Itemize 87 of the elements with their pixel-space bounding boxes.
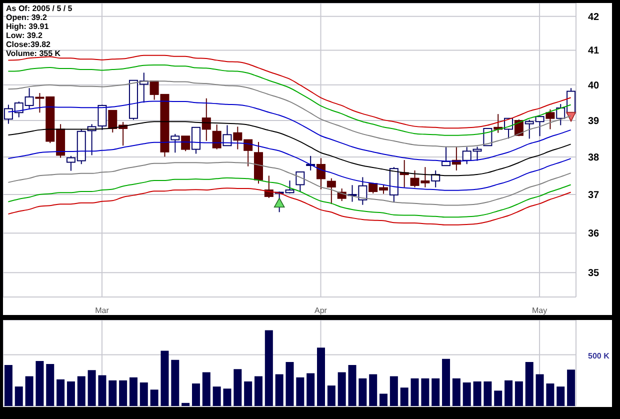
bar (182, 402, 190, 406)
bar (88, 370, 96, 406)
bar (77, 376, 86, 406)
x-tick-label: Mar (95, 306, 110, 315)
bar (192, 383, 200, 406)
bar (244, 381, 252, 406)
bar (254, 376, 262, 406)
bar (369, 374, 378, 406)
bar (484, 381, 492, 406)
candlestick (222, 124, 232, 146)
candlestick (442, 146, 451, 166)
bar (264, 330, 273, 406)
y-tick-label: 36 (588, 228, 600, 240)
bar (234, 369, 242, 406)
bar (140, 382, 148, 406)
bar (556, 386, 565, 406)
bar (348, 365, 356, 406)
bar (390, 376, 398, 406)
candlestick (326, 178, 336, 205)
x-tick-label: May (532, 306, 548, 315)
bar (4, 365, 12, 406)
bar (536, 374, 544, 406)
bar (421, 378, 430, 406)
bar (171, 360, 180, 406)
bar (296, 377, 304, 406)
bar (306, 373, 315, 406)
bar (567, 370, 576, 406)
bar (442, 358, 450, 406)
annotation: Close:39.82 (6, 40, 52, 49)
line-series (8, 188, 572, 226)
annotation: High: 39.91 (6, 22, 50, 31)
candlestick (316, 158, 326, 190)
y-tick-label: 35 (588, 268, 600, 280)
candlestick (202, 98, 211, 142)
bar (275, 374, 284, 406)
bar (46, 364, 54, 406)
bar (66, 381, 75, 406)
candlestick (212, 124, 222, 150)
y-tick-label: 37 (588, 190, 600, 202)
bar (400, 388, 408, 406)
y-tick-label: 40 (588, 80, 600, 92)
bar (494, 390, 502, 406)
annotation: Open: 39.2 (6, 13, 48, 22)
y-tick-label: 38 (588, 152, 600, 164)
bar (25, 376, 34, 406)
bar (432, 378, 440, 406)
bar (56, 379, 65, 406)
bar (286, 362, 294, 406)
bar (14, 386, 23, 406)
y-tick-label: 42 (588, 12, 600, 23)
bar (514, 381, 523, 406)
bar (410, 378, 419, 406)
bar (327, 386, 336, 406)
bar (129, 377, 138, 406)
bar (119, 380, 128, 406)
bar (223, 388, 232, 406)
bar (473, 381, 482, 406)
bar (452, 378, 460, 406)
bar (380, 394, 388, 406)
bar (338, 372, 346, 406)
bar (202, 372, 210, 406)
bar (36, 360, 44, 406)
x-tick-label: Apr (314, 306, 328, 315)
bar (462, 382, 471, 406)
bar (212, 386, 221, 406)
bar (108, 380, 117, 406)
candlestick (546, 108, 555, 130)
annotation: As Of: 2005 / 5 / 5 (6, 4, 72, 13)
line-series (8, 162, 572, 206)
candlestick (170, 133, 180, 154)
y-tick-label: 41 (588, 46, 600, 57)
bar (546, 383, 554, 406)
bar (98, 375, 106, 406)
annotation: Low: 39.2 (6, 31, 44, 40)
annotation: Volume: 355 K (6, 49, 62, 58)
bar (504, 380, 513, 406)
bar (150, 390, 158, 406)
bar (525, 362, 534, 406)
candlestick (191, 126, 200, 154)
bar (358, 378, 367, 406)
bar (317, 348, 326, 406)
candlestick (181, 136, 190, 152)
bar (160, 350, 169, 406)
y-tick-label: 500 K (588, 351, 610, 360)
line-series (8, 177, 572, 218)
y-tick-label: 39 (588, 116, 600, 128)
candlestick (296, 171, 305, 192)
